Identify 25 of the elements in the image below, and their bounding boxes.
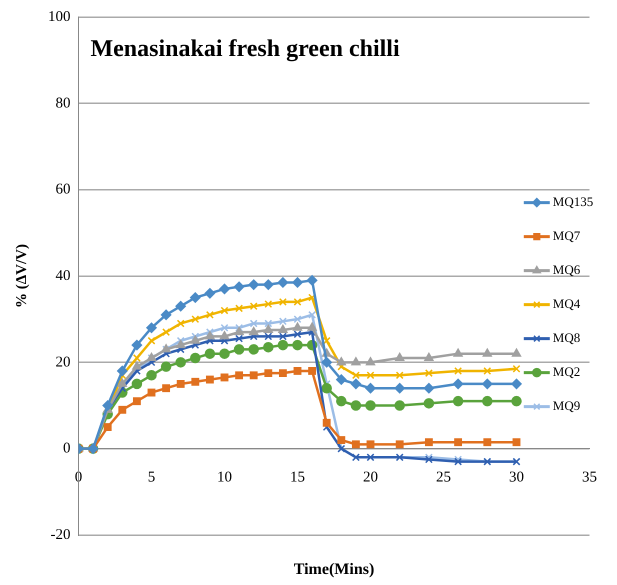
x-tick-label: 30 — [509, 470, 524, 486]
legend-label: MQ8 — [552, 330, 580, 346]
legend-label: MQ4 — [552, 296, 581, 312]
y-axis-title: % (ΔV/V) — [14, 244, 30, 308]
legend-label: MQ7 — [552, 228, 581, 244]
x-tick-label: 10 — [217, 470, 232, 486]
x-tick-label: 35 — [582, 470, 597, 486]
legend-label: MQ6 — [552, 262, 581, 278]
x-axis-title: Time(Mins) — [294, 561, 374, 578]
legend-label: MQ135 — [552, 194, 594, 210]
y-tick-label: 0 — [63, 440, 70, 457]
y-tick-label: 20 — [56, 354, 70, 370]
legend-label: MQ9 — [552, 398, 580, 414]
y-tick-label: -20 — [50, 526, 70, 543]
x-tick-label: 5 — [148, 470, 156, 486]
x-tick-label: 15 — [290, 470, 305, 486]
y-tick-label: 60 — [56, 182, 70, 198]
text: Menasinakai fresh green chilli — [90, 36, 400, 62]
x-tick-label: 20 — [363, 470, 378, 486]
legend-label: MQ2 — [552, 364, 580, 380]
y-tick-label: 80 — [56, 95, 70, 112]
x-tick-label: 25 — [436, 470, 451, 486]
x-tick-label: 0 — [74, 470, 82, 486]
y-tick-label: 100 — [48, 8, 70, 25]
y-tick-label: 40 — [56, 268, 70, 284]
